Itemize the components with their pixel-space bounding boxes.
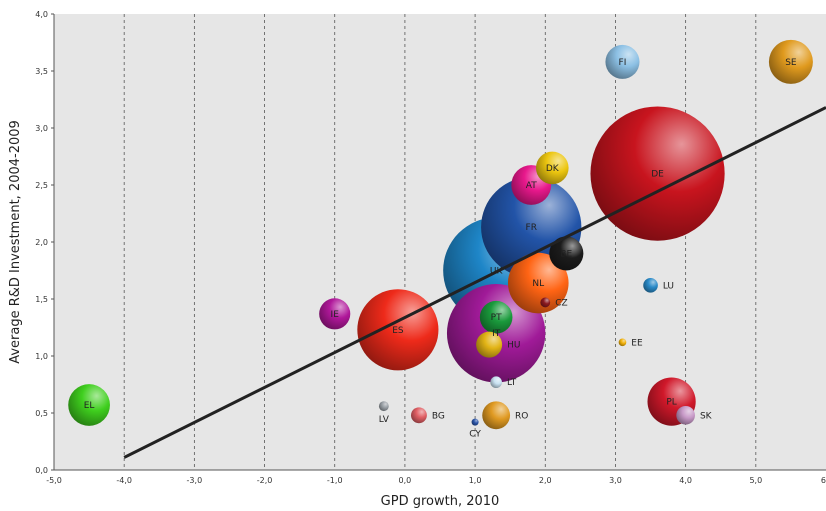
bubble-label: BE	[560, 249, 572, 259]
y-tick-label: 3,0	[35, 124, 48, 133]
bubble-el	[68, 384, 110, 426]
bubble-ie	[319, 298, 351, 330]
bubble-label: LV	[379, 415, 390, 425]
bubble-label: DK	[546, 164, 560, 174]
y-tick-label: 1,0	[35, 352, 48, 361]
bubble-label: PT	[491, 313, 502, 323]
bubble-ee	[618, 338, 627, 347]
y-tick-label: 4,0	[35, 10, 48, 19]
y-axis-title: Average R&D Investment, 2004-2009	[8, 120, 23, 364]
bubble-labels: EL IE ES LV BG CY RO IT PT HU LT FR NL BE CZ DK AT UK FI SE…	[84, 58, 797, 440]
bubble-cz	[540, 297, 551, 308]
bubble-hu	[476, 331, 503, 358]
bubble-label: SK	[700, 411, 713, 421]
bubble-fi	[605, 44, 640, 79]
x-tick-label: -3,0	[187, 476, 203, 485]
bubble-label: CZ	[555, 298, 567, 308]
bubble-label: HU	[507, 341, 520, 351]
x-axis-title: GPD growth, 2010	[381, 494, 500, 509]
bubble-label: IT	[492, 329, 501, 339]
bubble-label: AT	[526, 181, 537, 191]
trend-line	[123, 106, 826, 459]
bubble-label: IE	[331, 310, 340, 320]
y-tick-label: 0,0	[35, 466, 48, 475]
bubble-nl	[507, 252, 569, 314]
x-tick-label: -5,0	[46, 476, 62, 485]
bubble-label: PL	[666, 398, 676, 408]
bubble-dk	[535, 151, 569, 185]
x-tick-label: 0,0	[399, 476, 412, 485]
x-tick-label: 2,0	[539, 476, 552, 485]
x-tick-label: -1,0	[327, 476, 343, 485]
bubble-be	[549, 236, 584, 271]
y-axis-ticks: 0,0 0,5 1,0 1,5 2,0 2,5 3,0 3,5 4,0	[35, 10, 54, 475]
bubble-label: DE	[651, 170, 664, 180]
bubble-label: SE	[785, 58, 797, 68]
bubble-label: EE	[631, 338, 643, 348]
bubble-lu	[643, 278, 658, 293]
x-tick-label: 4,0	[679, 476, 692, 485]
bubble-label: LU	[663, 281, 674, 291]
bubbles	[68, 39, 813, 430]
plot-area	[54, 14, 826, 470]
bubble-label: BG	[432, 411, 445, 421]
bubble-se	[768, 39, 813, 84]
bubble-label: FI	[619, 58, 627, 68]
x-tick-label: 6	[821, 476, 826, 485]
bubble-cy	[471, 418, 479, 426]
bubble-bg	[411, 407, 427, 424]
y-tick-label: 3,5	[35, 67, 48, 76]
bubble-pt	[479, 300, 513, 334]
x-tick-label: -2,0	[257, 476, 273, 485]
bubble-sk	[676, 405, 695, 425]
bubble-label: UK	[490, 267, 504, 277]
bubble-lt	[490, 376, 502, 389]
y-tick-label: 1,5	[35, 295, 48, 304]
x-tick-label: -4,0	[116, 476, 132, 485]
x-tick-label: 3,0	[609, 476, 622, 485]
x-tick-label: 5,0	[749, 476, 762, 485]
x-axis-ticks: -5,0 -4,0 -3,0 -2,0 -1,0 0,0 1,0 2,0 3,0 4,0 5,0 6	[46, 476, 826, 485]
y-tick-label: 2,5	[35, 181, 48, 190]
bubble-label: CY	[469, 430, 481, 440]
bubble-label: LT	[507, 378, 517, 388]
bubble-lv	[378, 401, 389, 412]
bubble-label: EL	[84, 401, 95, 411]
bubble-label: ES	[392, 326, 404, 336]
bubble-ro	[482, 401, 511, 430]
y-tick-label: 2,0	[35, 238, 48, 247]
x-tick-label: 1,0	[469, 476, 482, 485]
bubble-label: NL	[532, 279, 544, 289]
bubble-label: FR	[526, 223, 537, 233]
y-tick-label: 0,5	[35, 409, 48, 418]
bubble-label: RO	[515, 411, 528, 421]
